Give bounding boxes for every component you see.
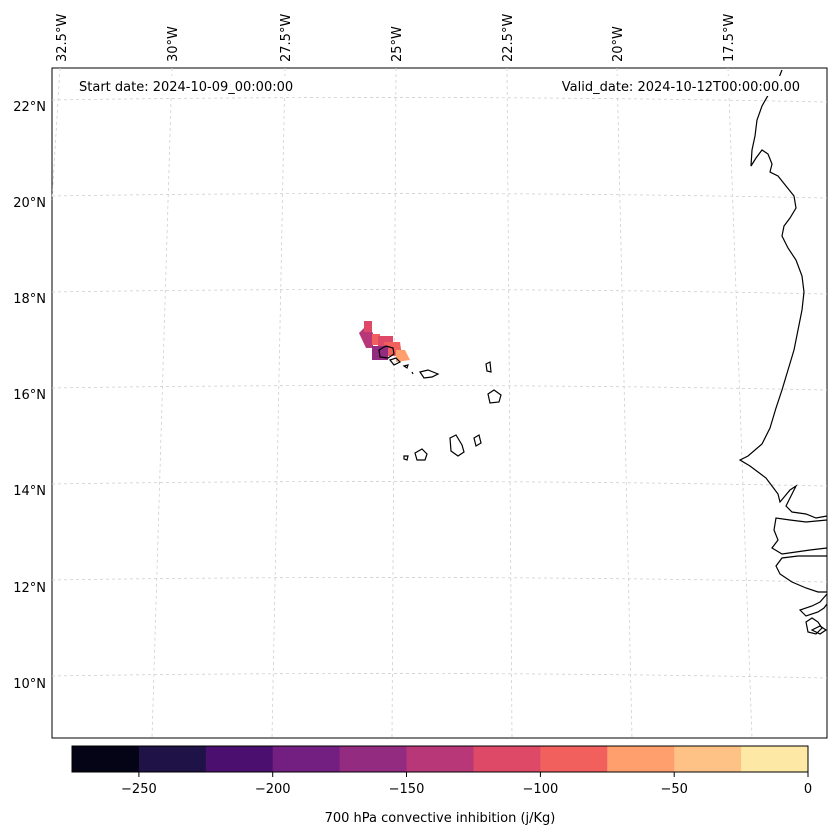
longitude-gridlines <box>51 67 753 739</box>
africa-coastline <box>738 69 828 635</box>
colorbar-tick-label: −250 <box>121 782 157 797</box>
colorbar-tick-label: −50 <box>660 782 687 797</box>
colorbar-bin <box>741 746 809 772</box>
colorbar-bin <box>607 746 675 772</box>
colorbar-frame <box>71 745 809 773</box>
colorbar-tick-label: 0 <box>804 782 812 797</box>
colorbar-tick-label: −200 <box>255 782 291 797</box>
lon-label: 22.5°W <box>501 14 516 62</box>
lat-label: 10°N <box>13 677 46 692</box>
colorbar-tick-label: −150 <box>389 782 425 797</box>
cape-verde-islands <box>378 345 502 461</box>
lat-label: 20°N <box>13 196 46 211</box>
lat-label: 16°N <box>13 388 46 403</box>
lon-label: 32.5°W <box>55 14 70 62</box>
latitude-labels: 22°N 20°N 18°N 16°N 14°N 12°N 10°N <box>13 100 46 692</box>
lon-label: 17.5°W <box>722 14 737 62</box>
lat-label: 12°N <box>13 581 46 596</box>
longitude-labels: 32.5°W 30°W 27.5°W 25°W 22.5°W 20°W 17.5… <box>55 14 737 62</box>
colorbar-ticks: −250 −200 −150 −100 −50 0 <box>121 772 812 797</box>
colorbar-bin <box>205 746 274 772</box>
cin-field <box>359 321 410 362</box>
cin-cell <box>396 350 410 362</box>
lat-label: 22°N <box>13 100 46 115</box>
colorbar <box>72 746 809 772</box>
colorbar-bin <box>72 746 140 772</box>
colorbar-bin <box>272 746 341 772</box>
lat-label: 18°N <box>13 292 46 307</box>
colorbar-bin <box>473 746 541 772</box>
lon-label: 27.5°W <box>279 14 294 62</box>
map-frame <box>51 67 828 739</box>
colorbar-label: 700 hPa convective inhibition (j/Kg) <box>325 811 556 826</box>
lon-label: 25°W <box>390 26 405 62</box>
valid-date-box <box>540 76 806 96</box>
valid-date-text: Valid_date: 2024-10-12T00:00:00.00 <box>562 80 800 95</box>
colorbar-bin <box>138 746 207 772</box>
lon-label: 20°W <box>611 26 626 62</box>
colorbar-bin <box>540 746 608 772</box>
start-date-text: Start date: 2024-10-09_00:00:00 <box>79 80 293 95</box>
lon-label: 30°W <box>166 26 181 62</box>
lat-label: 14°N <box>13 484 46 499</box>
colorbar-bin <box>339 746 408 772</box>
colorbar-bin <box>674 746 742 772</box>
colorbar-bin <box>406 746 474 772</box>
start-date-box <box>72 76 316 96</box>
cin-cell <box>364 321 372 332</box>
colorbar-tick-label: −100 <box>523 782 559 797</box>
